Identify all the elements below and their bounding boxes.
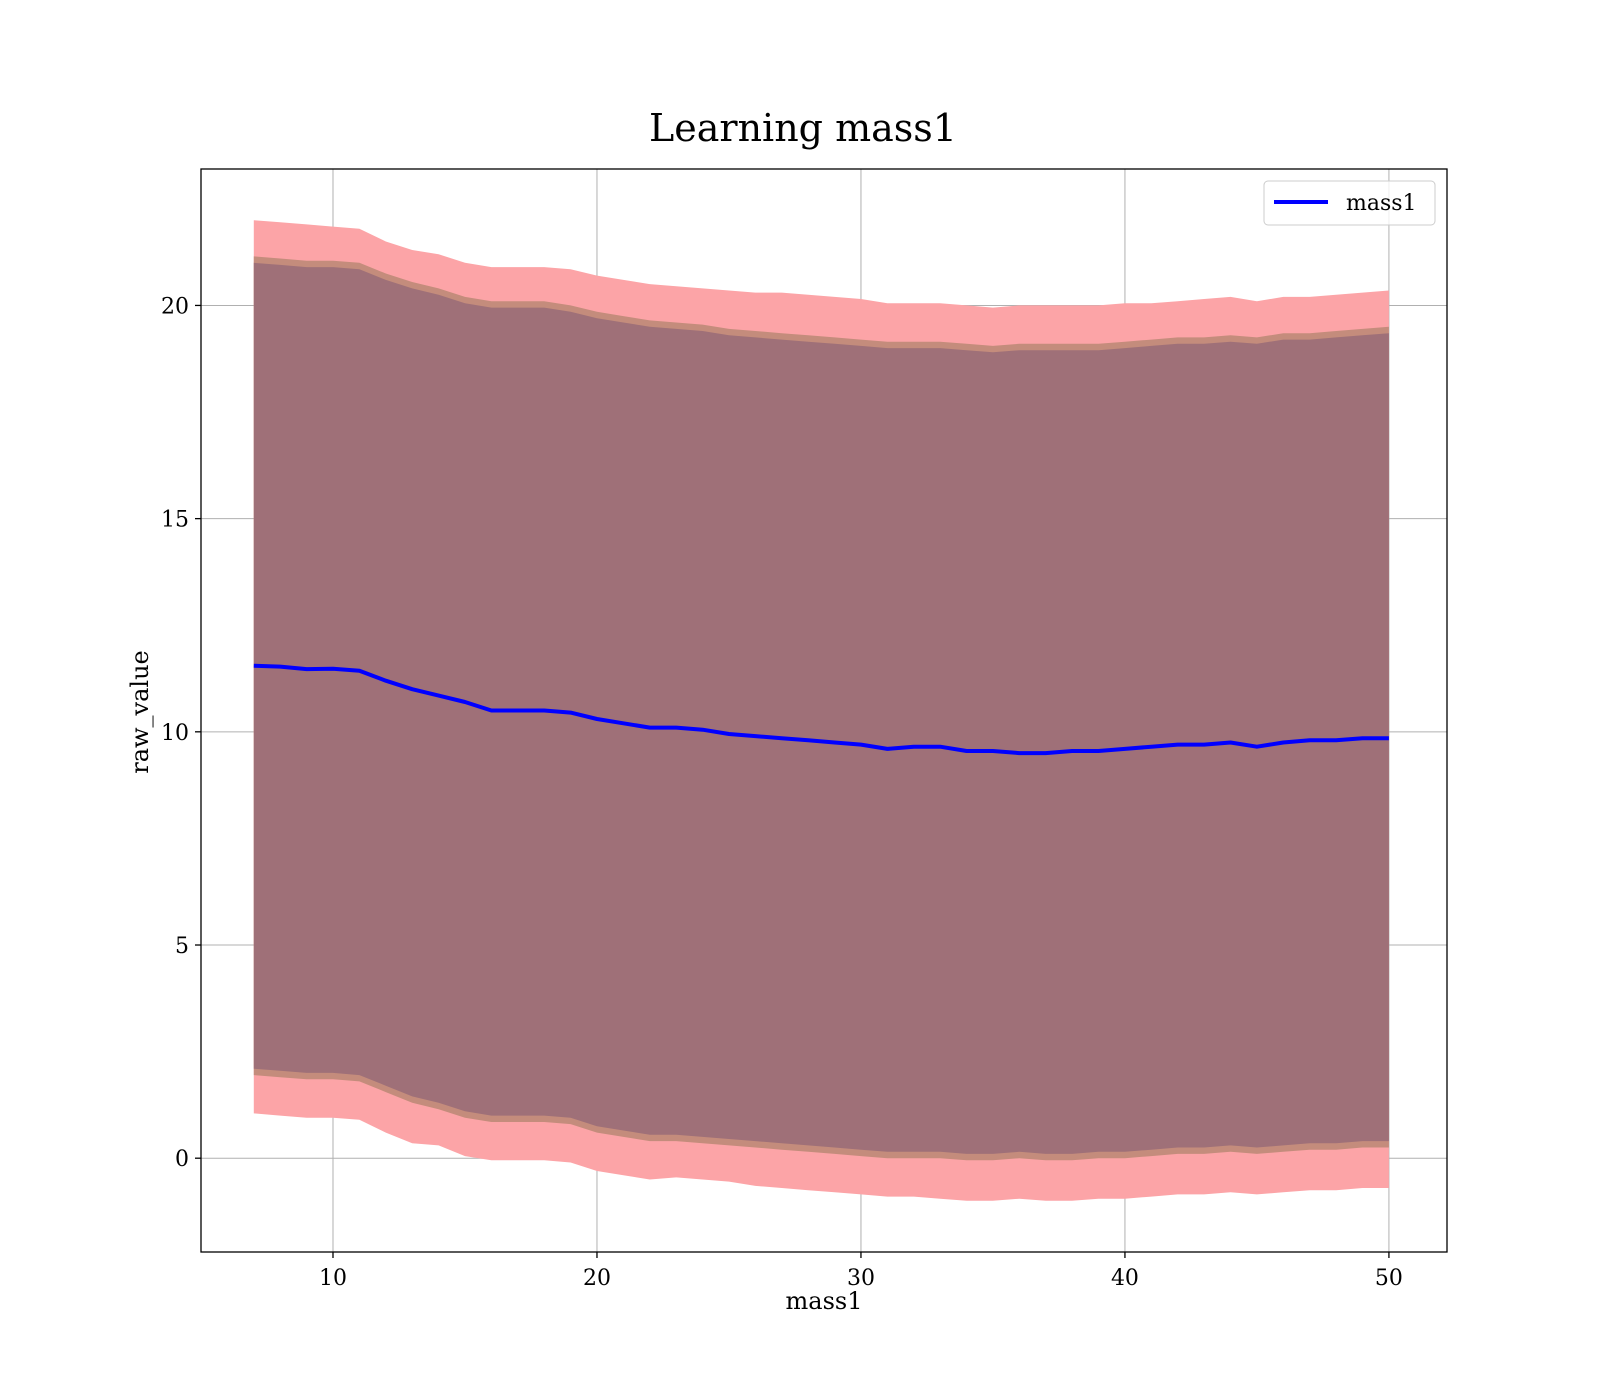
legend: mass1 <box>1263 180 1436 226</box>
legend-box <box>1263 180 1436 226</box>
y-tick-label: 15 <box>161 508 189 533</box>
x-axis-label: mass1 <box>786 1287 863 1315</box>
x-tick-label: 40 <box>1111 1266 1139 1291</box>
x-tick-label: 50 <box>1375 1266 1403 1291</box>
y-tick-label: 5 <box>175 934 189 959</box>
y-tick-label: 20 <box>161 294 189 319</box>
legend-label-mass1: mass1 <box>1346 191 1417 216</box>
x-tick-label: 20 <box>583 1266 611 1291</box>
x-axis-ticks: 10 20 30 40 50 <box>319 1252 1403 1291</box>
y-tick-label: 0 <box>175 1147 189 1172</box>
x-tick-label: 30 <box>847 1266 875 1291</box>
series-line-mass1 <box>253 663 1389 756</box>
series-lines <box>253 663 1389 756</box>
inner-band <box>253 262 1389 1154</box>
chart-title: Learning mass1 <box>649 106 957 150</box>
y-tick-label: 10 <box>161 721 189 746</box>
y-axis-label: raw_value <box>126 650 154 774</box>
confidence-bands <box>253 220 1389 1201</box>
y-axis-ticks: 0 5 10 15 20 <box>161 294 201 1172</box>
plot-frame <box>200 168 1448 1253</box>
x-tick-label: 10 <box>319 1266 347 1291</box>
